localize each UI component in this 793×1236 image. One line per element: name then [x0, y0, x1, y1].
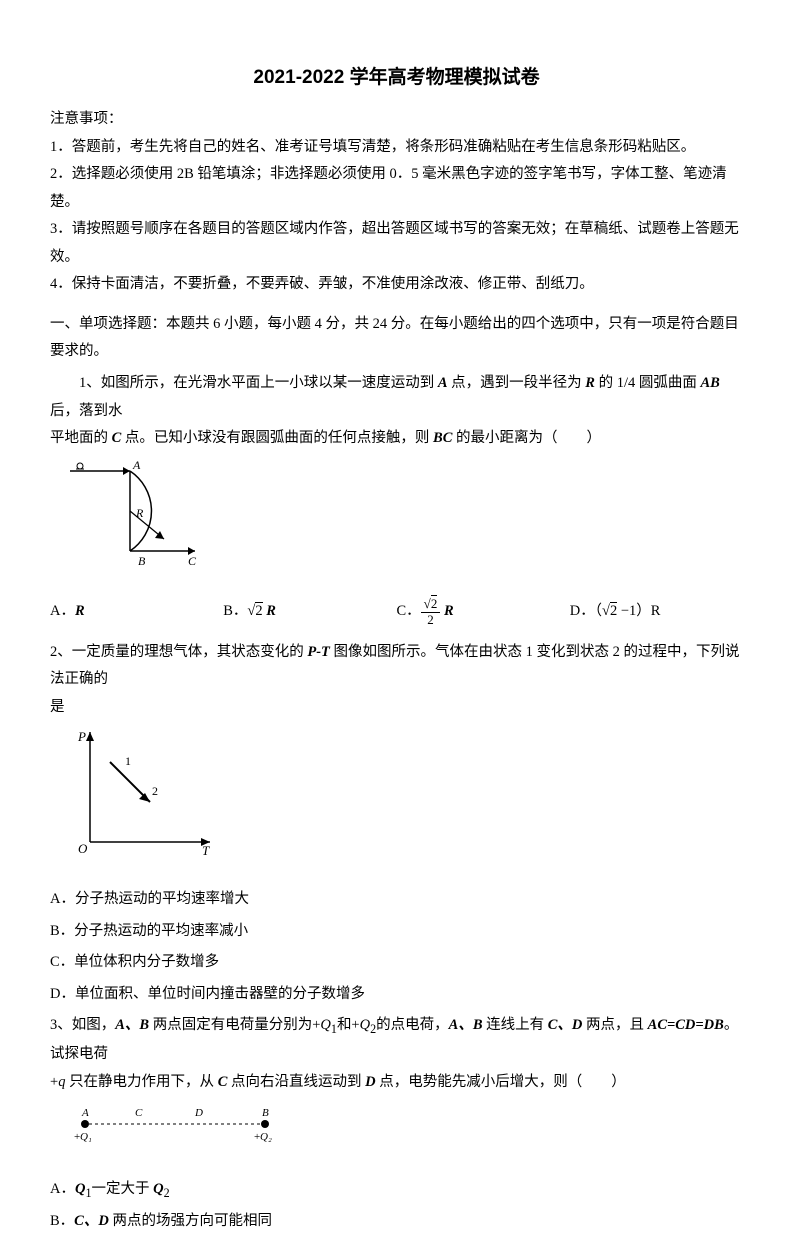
q3-text: 两点，且: [582, 1017, 647, 1033]
q1-optD: D．（√2 −1）R: [570, 598, 743, 626]
q3-text: 连线上有: [483, 1017, 548, 1033]
q3-text: 和+: [337, 1017, 360, 1033]
q3-eq: AC=CD=DB: [648, 1017, 724, 1033]
q2-text: 2、一定质量的理想气体，其状态变化的: [50, 644, 307, 660]
q1-text: 平地面的: [50, 430, 112, 446]
q1-optB: B．√2 R: [223, 598, 396, 626]
opt-Q: Q: [75, 1181, 85, 1197]
q2-text: 是: [50, 694, 743, 722]
label-R: R: [135, 506, 144, 520]
label-1: 1: [125, 754, 131, 768]
opt-label: B．: [223, 603, 247, 619]
label-B: B: [262, 1107, 269, 1119]
q3-text: 两点固定有电荷量分别为+: [149, 1017, 320, 1033]
q3-optA: A．Q1一定大于 Q2: [50, 1176, 743, 1205]
page-title: 2021-2022 学年高考物理模拟试卷: [50, 60, 743, 96]
q1-R: R: [585, 375, 595, 391]
q1-AB: AB: [701, 375, 720, 391]
opt-Q: Q: [153, 1181, 163, 1197]
section-heading: 一、单项选择题：本题共 6 小题，每小题 4 分，共 24 分。在每小题给出的四…: [50, 311, 743, 366]
q1-C: C: [112, 430, 122, 446]
q3-D: D: [365, 1074, 375, 1090]
label-C: C: [135, 1107, 143, 1119]
q2-optA: A．分子热运动的平均速率增大: [50, 886, 743, 914]
opt-label: A．: [50, 1181, 75, 1197]
opt-text: 两点的场强方向可能相同: [109, 1213, 272, 1229]
sub: 2: [164, 1186, 170, 1200]
notice-list: 1．答题前，考生先将自己的姓名、准考证号填写清楚，将条形码准确粘贴在考生信息条形…: [50, 134, 743, 299]
q1-BC: BC: [433, 430, 452, 446]
opt-CD: C、D: [74, 1213, 109, 1229]
notice-item: 1．答题前，考生先将自己的姓名、准考证号填写清楚，将条形码准确粘贴在考生信息条形…: [50, 134, 743, 162]
label-O: O: [78, 841, 88, 856]
q2-optC: C．单位体积内分子数增多: [50, 949, 743, 977]
opt-text: 一定大于: [92, 1181, 154, 1197]
label-D: D: [194, 1107, 203, 1119]
q1-optA: A．R: [50, 598, 223, 626]
label-Q2: Q₂: [260, 1131, 272, 1143]
notice-heading: 注意事项：: [50, 106, 743, 134]
label-C: C: [188, 554, 197, 568]
opt-val: R: [266, 603, 276, 619]
q1-optC: C．√22 R: [397, 597, 570, 627]
q2-optD: D．单位面积、单位时间内撞击器壁的分子数增多: [50, 981, 743, 1009]
frac-den: 2: [421, 613, 441, 627]
q1-text: 点。已知小球没有跟圆弧曲面的任何点接触，则: [121, 430, 433, 446]
q1-figure: A R B C: [70, 459, 743, 580]
q3-text: 的点电荷，: [376, 1017, 449, 1033]
label-B: B: [138, 554, 146, 568]
opt-val: R: [75, 603, 85, 619]
opt-tail: −1）R: [617, 603, 660, 619]
label-T: T: [202, 843, 210, 857]
q1-A: A: [438, 375, 448, 391]
q1-text: 后，落到水: [50, 403, 123, 419]
notice-item: 2．选择题必须使用 2B 铅笔填涂；非选择题必须使用 0．5 毫米黑色字迹的签字…: [50, 161, 743, 216]
label-A: A: [81, 1107, 89, 1119]
label-2: 2: [152, 784, 158, 798]
q1-text: 点，遇到一段半径为: [448, 375, 586, 391]
label-P: P: [77, 729, 86, 744]
q1-text: 1、如图所示，在光滑水平面上一小球以某一速度运动到: [79, 375, 438, 391]
q3-AB: A、B: [449, 1017, 483, 1033]
q3-text: +: [50, 1074, 58, 1090]
q3-text: 点向右沿直线运动到: [227, 1074, 365, 1090]
opt-label: C．: [397, 603, 421, 619]
q3-text: 3、如图，: [50, 1017, 115, 1033]
q3-CD: C、D: [548, 1017, 583, 1033]
label-Q1: Q₁: [80, 1131, 92, 1143]
label-A: A: [132, 459, 141, 472]
question-1: 1、如图所示，在光滑水平面上一小球以某一速度运动到 A 点，遇到一段半径为 R …: [50, 370, 743, 453]
q3-AB: A、B: [115, 1017, 149, 1033]
q2-PT: P-T: [307, 644, 330, 660]
q3-Q1: Q: [320, 1017, 330, 1033]
q3-text: 只在静电力作用下，从: [65, 1074, 217, 1090]
opt-label: B．: [50, 1213, 74, 1229]
q2-figure: P O T 1 2: [70, 727, 743, 868]
q3-figure: A C D B + Q₁ + Q₂: [70, 1102, 743, 1158]
q2-optB: B．分子热运动的平均速率减小: [50, 918, 743, 946]
q1-text: 的最小距离为（ ）: [452, 430, 601, 446]
q1-text: 的 1/4 圆弧曲面: [595, 375, 701, 391]
q3-optB: B．C、D 两点的场强方向可能相同: [50, 1208, 743, 1236]
q3-Q2: Q: [360, 1017, 370, 1033]
q1-options: A．R B．√2 R C．√22 R D．（√2 −1）R: [50, 597, 743, 627]
q3-text: 点，电势能先减小后增大，则（ ）: [376, 1074, 626, 1090]
q3-C: C: [218, 1074, 228, 1090]
notice-item: 3．请按照题号顺序在各题目的答题区域内作答，超出答题区域书写的答案无效；在草稿纸…: [50, 216, 743, 271]
question-2: 2、一定质量的理想气体，其状态变化的 P-T 图像如图所示。气体在由状态 1 变…: [50, 639, 743, 722]
opt-label: D．（: [570, 603, 602, 619]
opt-label: A．: [50, 603, 75, 619]
opt-val: R: [444, 603, 454, 619]
question-3: 3、如图，A、B 两点固定有电荷量分别为+Q1和+Q2的点电荷，A、B 连线上有…: [50, 1012, 743, 1096]
notice-item: 4．保持卡面清洁，不要折叠，不要弄破、弄皱，不准使用涂改液、修正带、刮纸刀。: [50, 271, 743, 299]
